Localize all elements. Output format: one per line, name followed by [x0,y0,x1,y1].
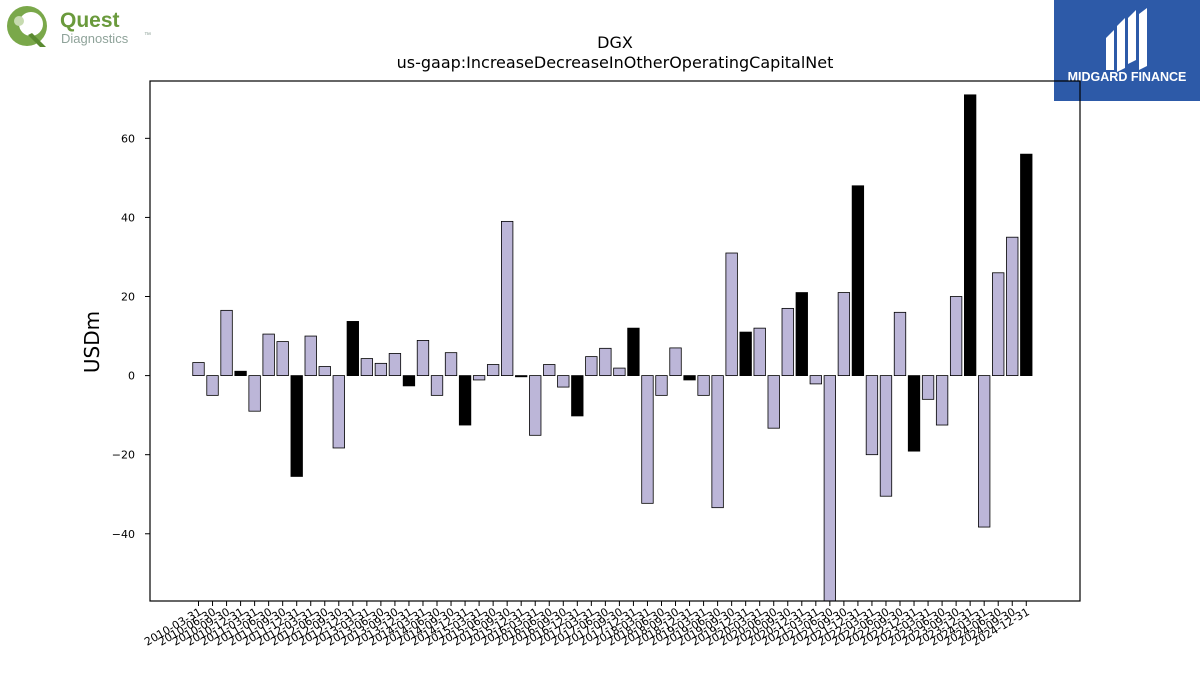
logo-midgard-text: MIDGARD FINANCE [1068,70,1187,84]
y-tick-label: −20 [112,449,135,462]
y-tick-label: 60 [121,132,135,145]
plot-frame [149,80,1081,602]
y-tick-label: 0 [128,370,135,383]
bar-2013-03-31 [360,358,374,377]
bar-2020-09-30 [781,307,794,377]
bar-2011-03-31 [248,375,261,412]
bar-2015-12-31 [515,375,528,378]
bar-2012-03-31 [304,335,317,376]
y-tick-label: 20 [121,291,135,304]
bar-2013-09-30 [388,353,402,376]
bar-2024-03-31 [978,375,991,528]
bar-2013-12-31 [402,375,416,387]
bar-2021-06-30 [823,375,836,602]
bar-2022-09-30 [893,311,907,376]
bar-2015-09-30 [501,220,514,377]
bar-2023-06-30 [935,375,949,426]
bar-2023-09-30 [949,296,963,377]
bar-2019-03-31 [697,375,710,396]
bar-2016-12-31 [571,375,584,417]
bar-2016-09-30 [557,375,570,388]
bar-2014-06-30 [430,375,444,396]
quest-logo-mark-icon [7,6,47,47]
quest-diagnostics-logo: Quest Diagnostics ™ [7,6,151,47]
bar-2017-06-30 [599,347,612,377]
bar-2019-12-31 [739,331,752,377]
bar-2010-12-31 [234,370,247,376]
bar-2024-12-31 [1020,153,1033,377]
bar-2019-09-30 [725,252,738,377]
bar-2018-03-31 [641,375,654,504]
bar-2015-03-31 [472,375,486,381]
bar-2010-09-30 [220,309,233,377]
bar-2023-12-31 [964,94,977,377]
bar-2021-03-31 [809,375,822,385]
bar-2011-09-30 [276,341,289,376]
y-tick-label: −40 [112,528,135,541]
logo-tm-text: ™ [144,32,151,39]
logo-diagnostics-text: Diagnostics [61,31,129,46]
bar-2024-09-30 [1006,236,1019,376]
bar-2019-06-30 [711,375,724,509]
bar-2020-03-31 [753,327,766,376]
bar-2012-09-30 [332,375,345,449]
bar-2022-03-31 [865,375,879,456]
logo-quest-text: Quest [60,9,120,32]
bar-2012-12-31 [346,321,359,376]
bar-2012-06-30 [318,366,331,377]
bar-2021-12-31 [851,185,865,376]
bar-2016-03-31 [529,375,542,436]
bar-2020-12-31 [795,292,808,376]
bar-2018-12-31 [683,375,696,381]
bar-2010-06-30 [206,375,219,396]
bars-group [192,94,1033,602]
chart-title: DGX [597,33,633,52]
y-axis: −40 −20 0 20 40 60 [112,132,150,541]
bar-2017-09-30 [613,367,626,376]
y-tick-label: 40 [121,211,135,224]
x-axis: 2010-03-312010-06-302010-09-302010-12-31… [142,601,1032,649]
bar-2018-06-30 [655,375,668,396]
bar-2010-03-31 [192,362,205,376]
bar-2013-06-30 [374,362,388,376]
bar-2011-06-30 [262,333,275,376]
bar-2011-12-31 [290,375,303,477]
bar-2021-09-30 [837,292,851,376]
bar-2014-12-31 [458,375,472,426]
bar-2018-09-30 [669,347,682,377]
bar-2017-12-31 [627,327,640,376]
bar-2015-06-30 [486,364,500,376]
bar-2023-03-31 [921,375,935,400]
bar-2020-06-30 [767,375,780,429]
midgard-finance-logo: MIDGARD FINANCE [1054,0,1200,101]
midgard-mark-icon: MIDGARD FINANCE [1068,8,1187,84]
bar-2022-12-31 [907,375,921,452]
bar-2024-06-30 [992,272,1005,377]
y-axis-label: USDm [80,311,104,373]
bar-2016-06-30 [543,364,556,376]
bar-2014-03-31 [416,340,430,377]
bar-2022-06-30 [879,375,893,497]
bar-2017-03-31 [585,356,598,376]
bar-2014-09-30 [444,352,458,377]
chart-subtitle: us-gaap:IncreaseDecreaseInOtherOperating… [397,53,834,72]
